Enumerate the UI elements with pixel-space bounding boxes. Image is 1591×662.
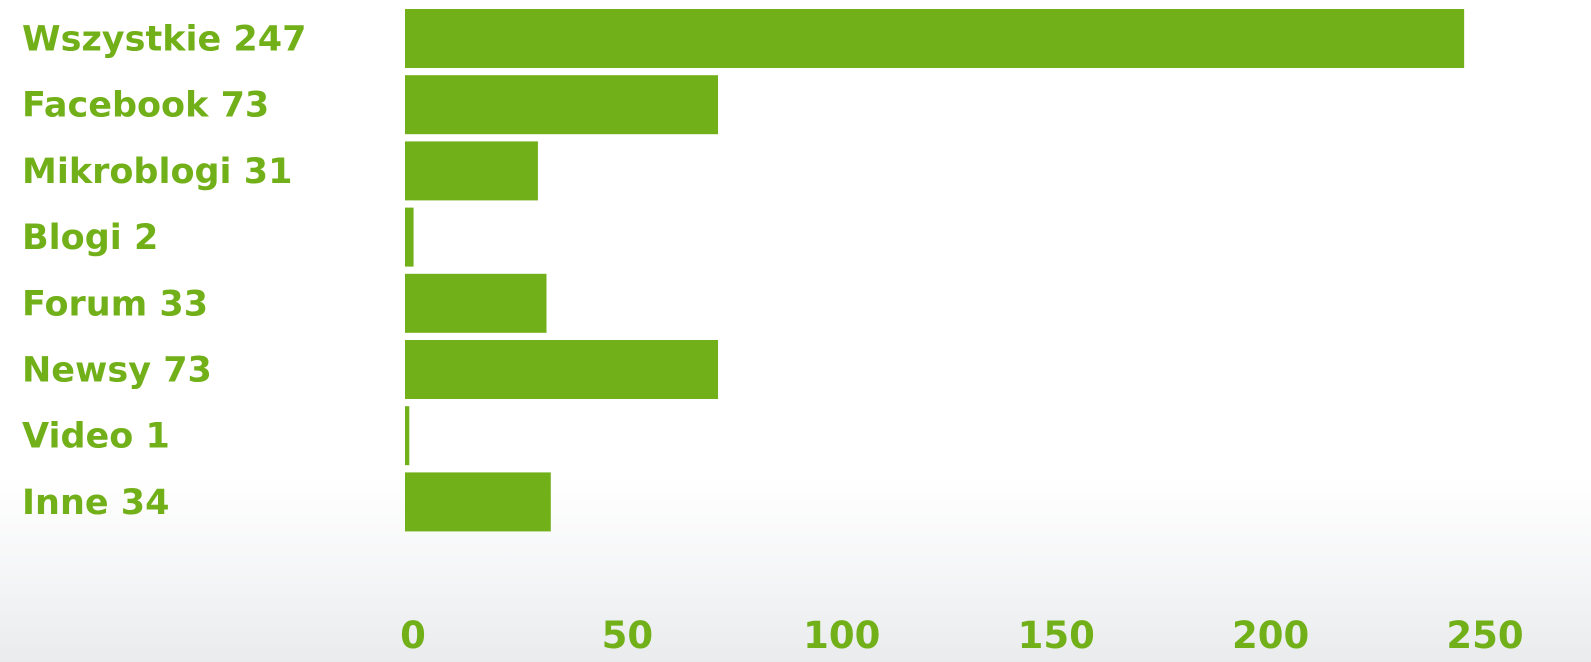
- bar: [405, 75, 719, 135]
- x-tick-label: 250: [1446, 614, 1523, 657]
- x-tick-label: 200: [1232, 614, 1309, 657]
- bar: [405, 9, 1465, 68]
- bar: [405, 207, 414, 267]
- category-label: Video 1: [22, 417, 170, 457]
- x-tick-label: 100: [803, 614, 880, 657]
- category-label: Mikroblogi 31: [22, 152, 292, 192]
- bars: [405, 9, 1465, 532]
- bar: [405, 472, 551, 532]
- category-label: Forum 33: [22, 284, 208, 324]
- category-label: Newsy 73: [22, 351, 212, 391]
- bar: [405, 273, 547, 333]
- category-label: Wszystkie 247: [22, 20, 306, 60]
- category-label: Inne 34: [22, 483, 170, 523]
- bar: [405, 141, 538, 201]
- bar: [405, 406, 410, 466]
- category-label: Blogi 2: [22, 218, 158, 258]
- category-labels: Wszystkie 247 Facebook 73 Mikroblogi 31 Blo…: [22, 20, 306, 523]
- bar: [405, 340, 719, 399]
- x-tick-label: 50: [602, 614, 654, 657]
- x-axis-tick-labels: 0 50 100 150 200 250: [400, 614, 1523, 657]
- x-tick-label: 150: [1018, 614, 1095, 657]
- x-tick-label: 0: [400, 614, 426, 657]
- category-label: Facebook 73: [22, 86, 269, 126]
